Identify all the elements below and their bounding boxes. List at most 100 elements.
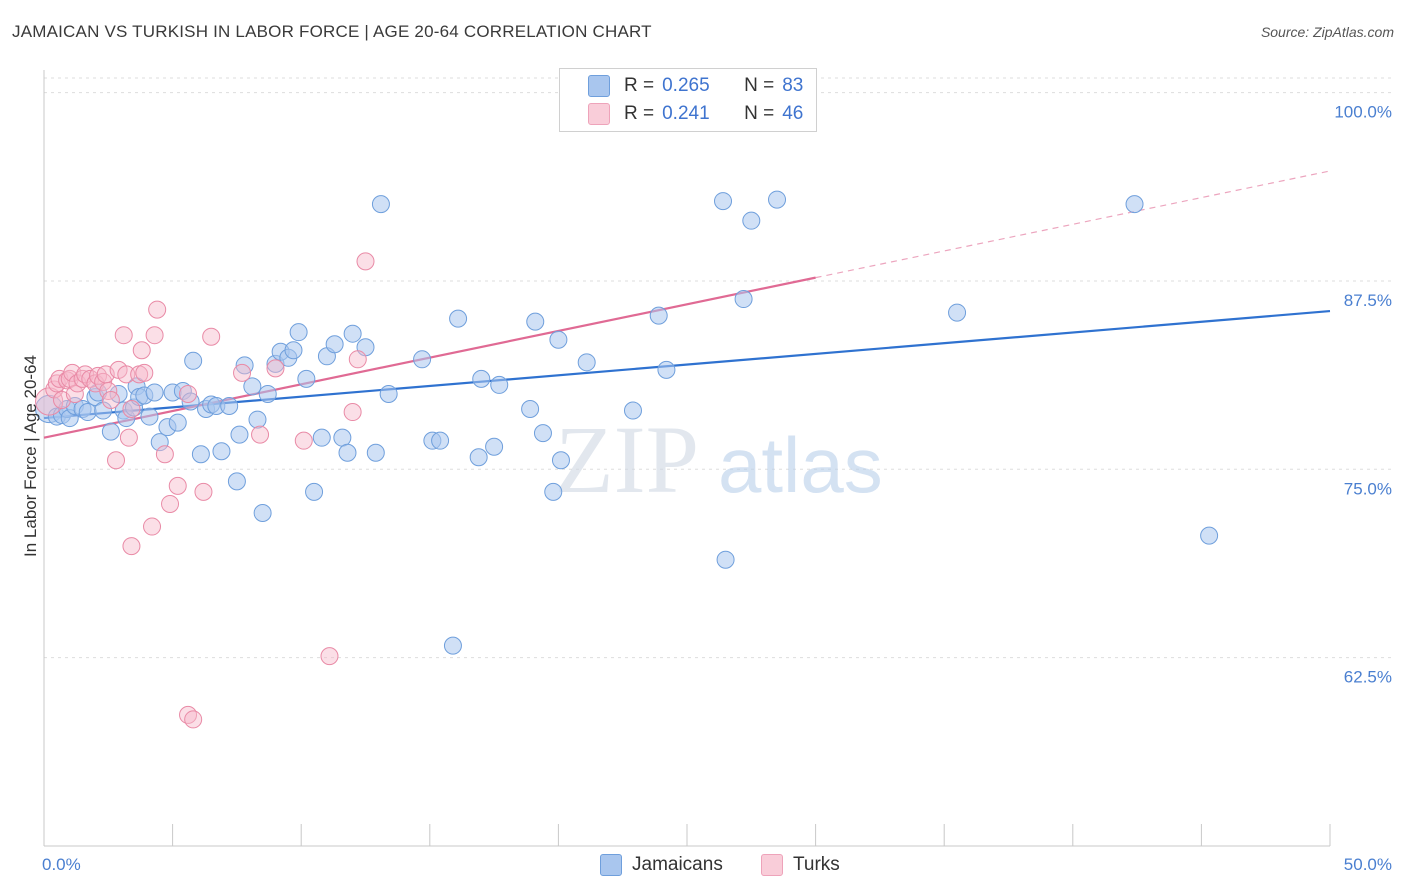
data-point-jamaicans	[338, 443, 357, 462]
data-point-jamaicans	[145, 383, 164, 402]
points-layer	[35, 83, 1219, 729]
data-point-jamaicans	[312, 428, 331, 447]
data-point-jamaicans	[289, 323, 308, 342]
data-point-turks	[343, 403, 362, 422]
data-point-jamaicans	[413, 350, 432, 369]
data-point-jamaicans	[140, 407, 159, 426]
y-axis-label: In Labor Force | Age 20-64	[21, 355, 40, 557]
data-point-turks	[122, 400, 141, 419]
legend: R = 0.265 N = 83 R = 0.241 N = 46	[559, 68, 817, 132]
data-point-jamaicans	[449, 309, 468, 328]
data-point-turks	[114, 326, 133, 345]
legend-row-jamaicans: R = 0.265 N = 83	[588, 73, 803, 99]
data-point-turks	[251, 425, 270, 444]
legend-r-label: R =	[624, 103, 655, 124]
data-point-turks	[145, 326, 164, 345]
data-point-jamaicans	[284, 341, 303, 360]
trend-line-extension-turks	[815, 170, 1331, 279]
data-point-jamaicans	[101, 422, 120, 441]
data-point-jamaicans	[379, 384, 398, 403]
data-point-jamaicans	[243, 377, 262, 396]
bottom-legend-swatch-jamaicans	[600, 854, 622, 876]
data-point-turks	[132, 341, 151, 360]
x-tick-label-max: 50.0%	[1344, 855, 1392, 874]
watermark-zip: ZIP	[555, 406, 699, 513]
data-point-jamaicans	[220, 397, 239, 416]
bottom-legend-jamaicans: Jamaicans	[600, 852, 723, 878]
axis-layer: 62.5% 75.0% 87.5% 100.0% 0.0% 50.0%	[42, 70, 1392, 874]
data-point-turks	[148, 300, 167, 319]
bottom-legend-label-jamaicans: Jamaicans	[632, 854, 723, 875]
data-point-jamaicans	[1125, 195, 1144, 214]
data-point-jamaicans	[333, 428, 352, 447]
data-point-jamaicans	[191, 445, 210, 464]
data-point-jamaicans	[258, 384, 277, 403]
bottom-legend-turks: Turks	[761, 852, 840, 878]
data-point-turks	[143, 517, 162, 536]
y-tick-label: 62.5%	[1344, 668, 1392, 687]
y-tick-label: 75.0%	[1344, 479, 1392, 498]
data-point-jamaicans	[526, 312, 545, 331]
data-point-jamaicans	[657, 360, 676, 379]
data-point-jamaicans	[948, 303, 967, 322]
data-point-turks	[168, 476, 187, 495]
data-point-turks	[161, 494, 180, 513]
data-point-jamaicans	[768, 190, 787, 209]
data-point-jamaicans	[1200, 526, 1219, 545]
bottom-legend-label-turks: Turks	[793, 854, 840, 875]
data-point-jamaicans	[734, 290, 753, 309]
data-point-jamaicans	[78, 403, 97, 422]
data-point-jamaicans	[168, 413, 187, 432]
data-point-turks	[348, 350, 367, 369]
data-point-turks	[89, 366, 108, 385]
y-tick-label: 100.0%	[1334, 103, 1392, 122]
data-point-turks	[117, 365, 136, 384]
legend-row-turks: R = 0.241 N = 46	[588, 101, 803, 127]
data-point-jamaicans	[716, 550, 735, 569]
legend-swatch-turks	[588, 103, 610, 125]
legend-swatch-jamaicans	[588, 75, 610, 97]
data-point-turks	[184, 710, 203, 729]
data-point-jamaicans	[431, 431, 450, 450]
data-point-turks	[202, 327, 221, 346]
data-point-jamaicans	[485, 437, 504, 456]
data-point-jamaicans	[305, 482, 324, 501]
x-tick-label-min: 0.0%	[42, 855, 81, 874]
data-point-turks	[356, 252, 375, 271]
data-point-turks	[194, 482, 213, 501]
data-point-turks	[233, 363, 252, 382]
data-point-jamaicans	[253, 503, 272, 522]
data-point-jamaicans	[623, 401, 642, 420]
data-point-jamaicans	[549, 330, 568, 349]
data-point-jamaicans	[551, 451, 570, 470]
data-point-turks	[119, 428, 138, 447]
data-point-jamaicans	[521, 400, 540, 419]
data-point-jamaicans	[235, 356, 254, 375]
data-point-jamaicans	[371, 195, 390, 214]
data-point-turks	[101, 390, 120, 409]
data-point-jamaicans	[343, 324, 362, 343]
source-credit: Source: ZipAtlas.com	[1260, 24, 1394, 40]
data-point-jamaicans	[94, 401, 113, 420]
data-point-jamaicans	[742, 211, 761, 230]
bottom-legend-swatch-turks	[761, 854, 783, 876]
data-point-jamaicans	[469, 448, 488, 467]
data-point-jamaicans	[297, 369, 316, 388]
chart-title: JAMAICAN VS TURKISH IN LABOR FORCE | AGE…	[12, 22, 652, 41]
data-point-turks	[155, 445, 174, 464]
legend-n-value: 83	[782, 75, 804, 96]
data-point-turks	[122, 537, 141, 556]
data-point-turks	[63, 363, 82, 382]
y-tick-label: 87.5%	[1344, 291, 1392, 310]
data-point-jamaicans	[248, 410, 267, 429]
data-point-jamaicans	[577, 353, 596, 372]
legend-r-value: 0.241	[662, 103, 710, 124]
data-point-turks	[135, 363, 154, 382]
watermark-atlas: atlas	[718, 421, 883, 509]
trend-line-jamaicans	[43, 309, 1331, 420]
data-point-turks	[294, 431, 313, 450]
data-point-jamaicans	[212, 442, 231, 461]
data-point-turks	[65, 384, 84, 403]
legend-r-label: R =	[624, 75, 655, 96]
data-point-jamaicans	[227, 472, 246, 491]
